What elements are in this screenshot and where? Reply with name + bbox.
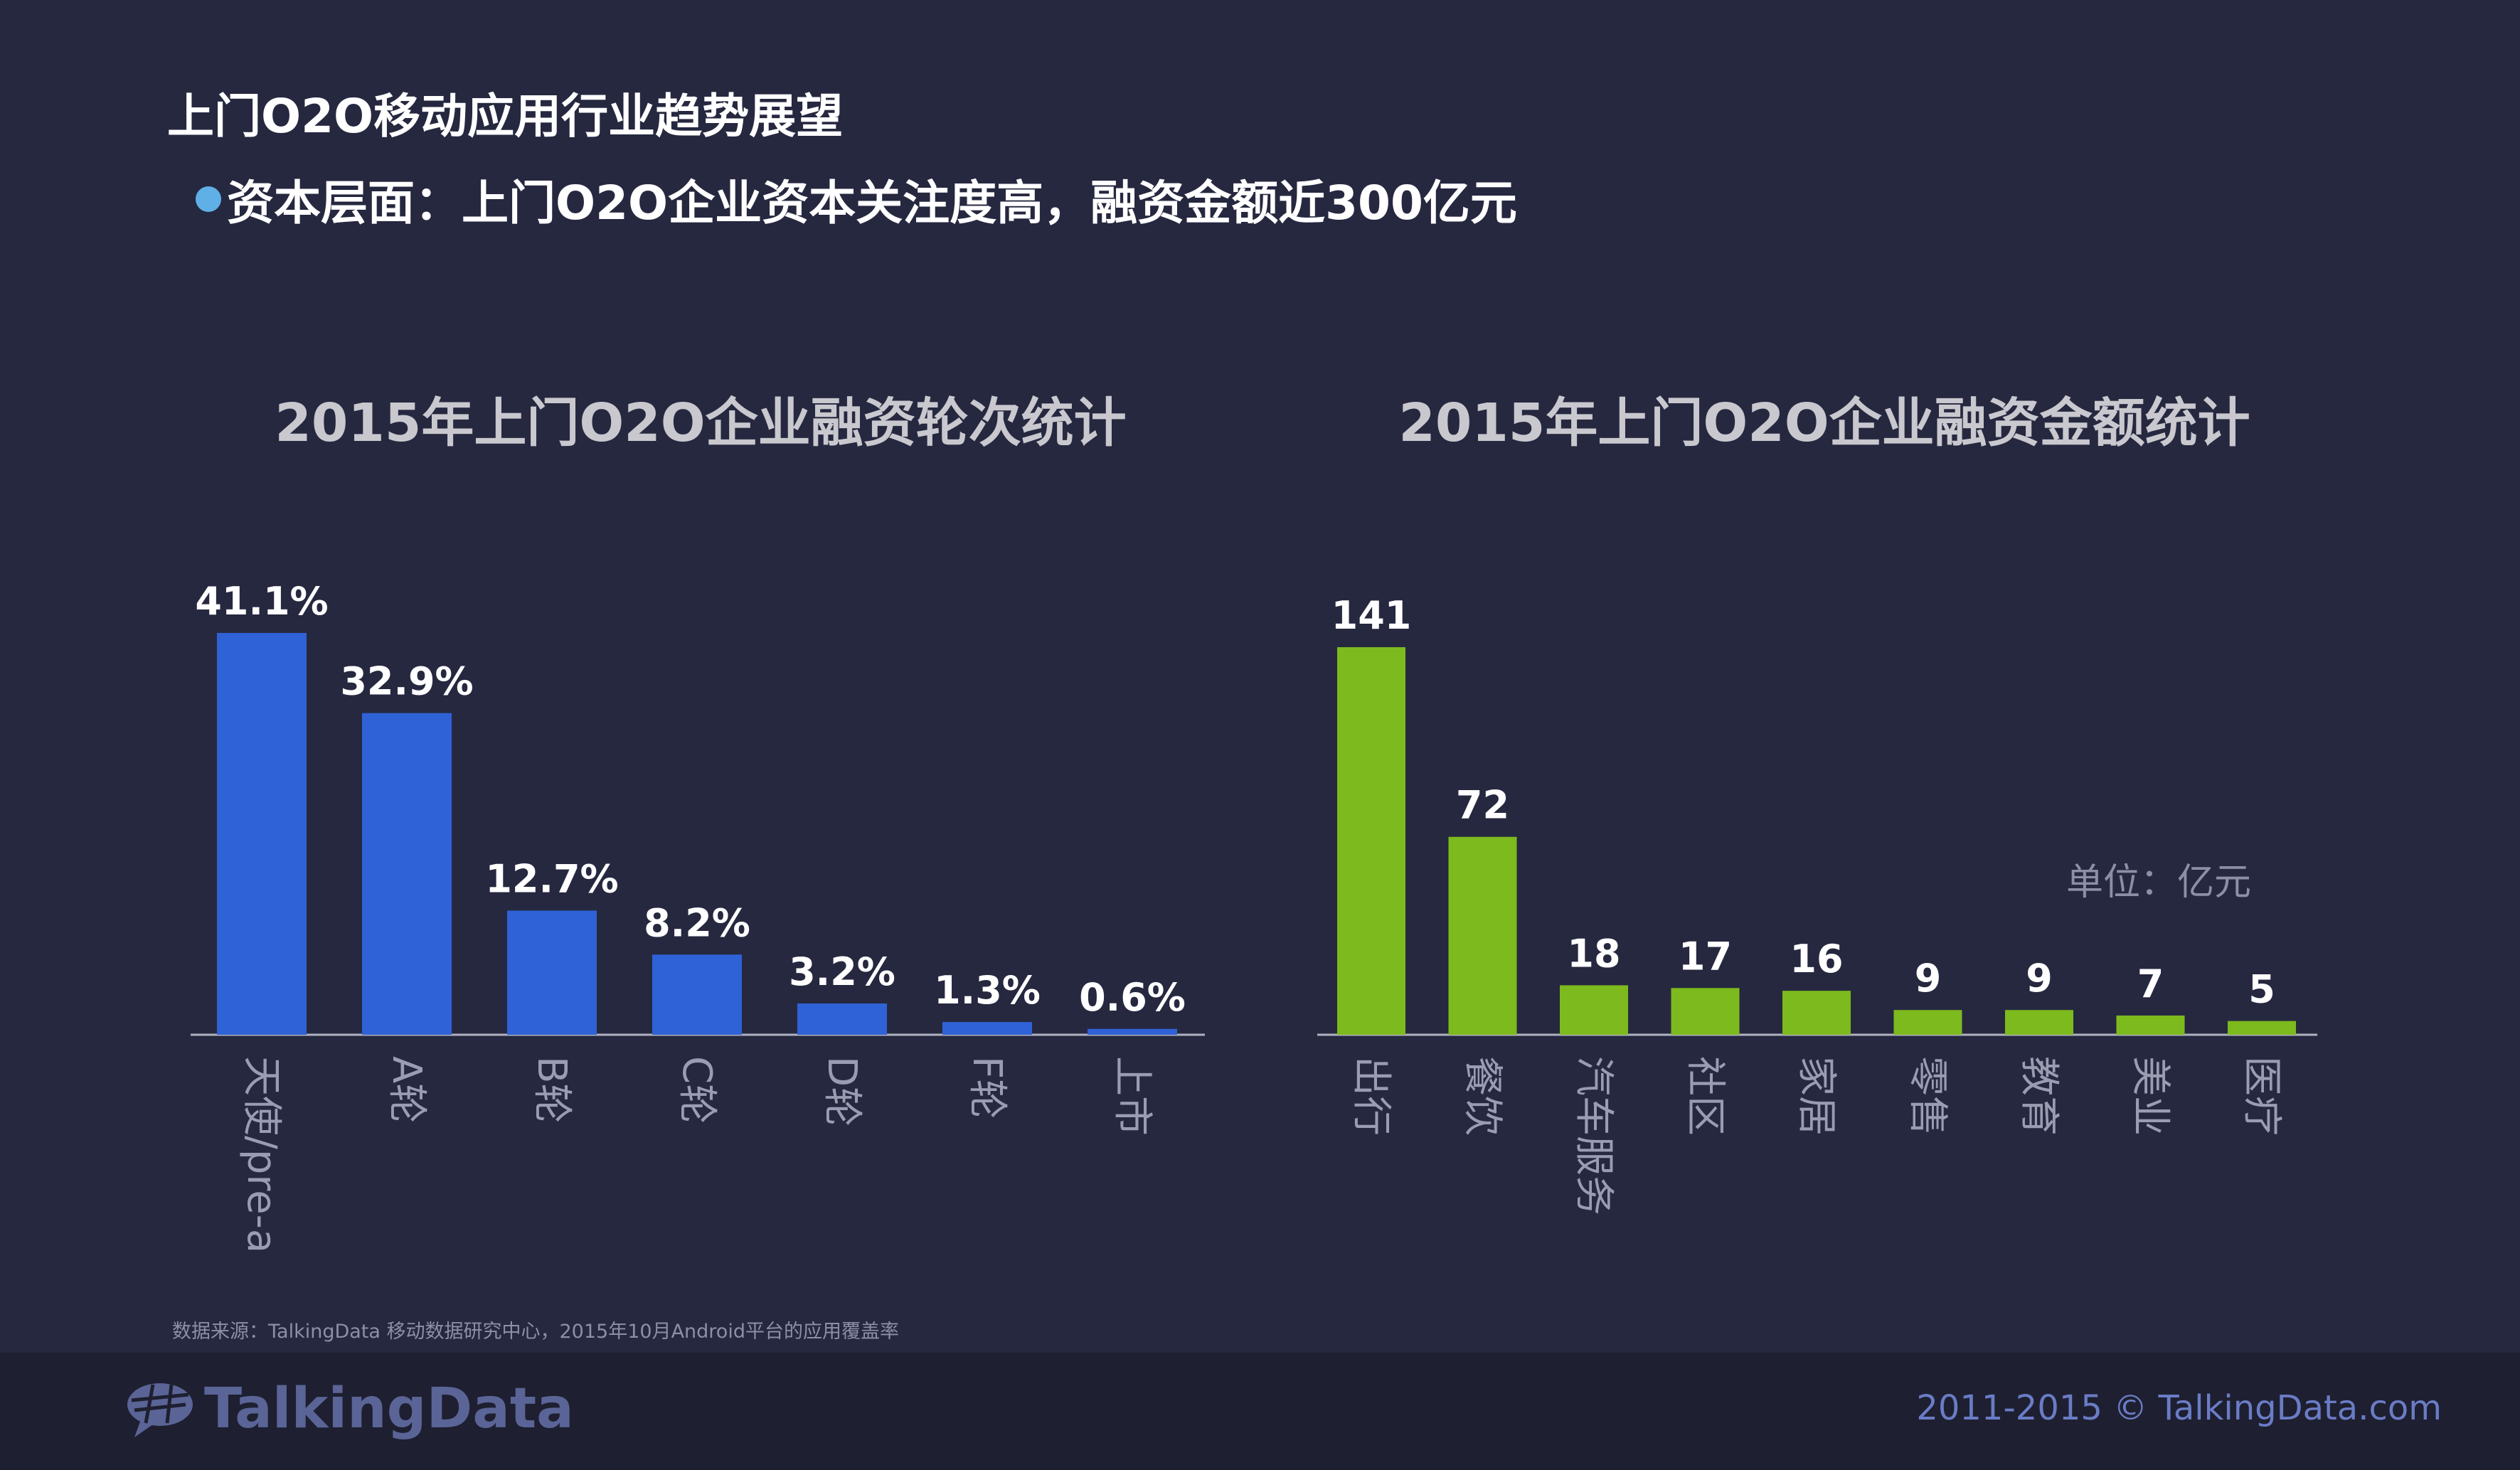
bar-1-4 xyxy=(1782,991,1851,1035)
value-label: 16 xyxy=(1790,937,1843,981)
value-label: 18 xyxy=(1567,931,1620,976)
category-label: 美业 xyxy=(2127,1056,2174,1136)
category-label: 汽车服务 xyxy=(1570,1056,1617,1215)
bar-0-2 xyxy=(507,910,597,1035)
category-label: 医疗 xyxy=(2238,1056,2285,1136)
bar-1-7 xyxy=(2116,1015,2185,1035)
bar-0-5 xyxy=(942,1022,1032,1035)
category-label: 餐饮 xyxy=(1460,1056,1506,1136)
value-label: 1.3% xyxy=(934,968,1041,1013)
logo-text: TalkingData xyxy=(204,1377,574,1441)
category-label: F轮 xyxy=(964,1056,1010,1119)
category-label: 零售 xyxy=(1905,1056,1951,1136)
bullet-dot-icon xyxy=(196,186,221,212)
value-label: 9 xyxy=(1915,956,1942,1001)
value-label: 5 xyxy=(2248,967,2275,1012)
value-label: 3.2% xyxy=(789,949,895,994)
bar-0-6 xyxy=(1088,1028,1177,1035)
bar-1-3 xyxy=(1671,988,1740,1035)
category-label: 社区 xyxy=(1682,1056,1728,1136)
value-label: 8.2% xyxy=(644,900,750,945)
subtitle: 资本层面：上门O2O企业资本关注度高，融资金额近300亿元 xyxy=(227,176,1517,230)
category-label: A轮 xyxy=(383,1056,430,1123)
talkingdata-logo-icon xyxy=(127,1383,193,1437)
category-label: B轮 xyxy=(528,1056,575,1123)
page-title: 上门O2O移动应用行业趋势展望 xyxy=(167,89,844,144)
bar-1-1 xyxy=(1448,836,1517,1035)
category-label: 教育 xyxy=(2016,1056,2062,1136)
left-chart-title: 2015年上门O2O企业融资轮次统计 xyxy=(275,393,1127,454)
category-label: 出行 xyxy=(1348,1056,1394,1136)
value-label: 17 xyxy=(1679,934,1732,979)
right-chart-title: 2015年上门O2O企业融资金额统计 xyxy=(1398,393,2250,454)
value-label: 7 xyxy=(2137,962,2164,1006)
value-label: 41.1% xyxy=(195,579,328,624)
bar-1-5 xyxy=(1893,1010,1962,1035)
bar-1-0 xyxy=(1337,647,1405,1035)
bar-1-8 xyxy=(2228,1021,2296,1035)
category-label: 天使/pre-a xyxy=(238,1056,285,1253)
value-label: 32.9% xyxy=(340,659,473,704)
category-label: 上市 xyxy=(1109,1056,1155,1136)
bar-1-2 xyxy=(1560,985,1628,1035)
footer: TalkingData 2011-2015 © TalkingData.com xyxy=(0,1353,2520,1470)
copyright: 2011-2015 © TalkingData.com xyxy=(1916,1388,2442,1428)
value-label: 12.7% xyxy=(485,856,618,901)
value-label: 72 xyxy=(1456,783,1509,828)
bar-1-6 xyxy=(2005,1010,2073,1035)
category-label: D轮 xyxy=(819,1056,865,1127)
category-label: C轮 xyxy=(674,1056,720,1124)
value-label: 0.6% xyxy=(1079,975,1186,1020)
bar-0-1 xyxy=(362,713,452,1035)
data-source-note: 数据来源：TalkingData 移动数据研究中心，2015年10月Androi… xyxy=(172,1321,899,1343)
unit-label: 单位：亿元 xyxy=(2066,861,2252,904)
value-label: 9 xyxy=(2026,956,2053,1001)
bar-0-0 xyxy=(217,633,307,1035)
subtitle-row: 资本层面：上门O2O企业资本关注度高，融资金额近300亿元 xyxy=(196,165,1517,233)
bar-0-4 xyxy=(797,1003,887,1035)
logo: TalkingData xyxy=(124,1377,574,1441)
category-label: 家居 xyxy=(1793,1056,1839,1136)
value-label: 141 xyxy=(1331,593,1412,638)
bar-0-3 xyxy=(652,954,742,1035)
